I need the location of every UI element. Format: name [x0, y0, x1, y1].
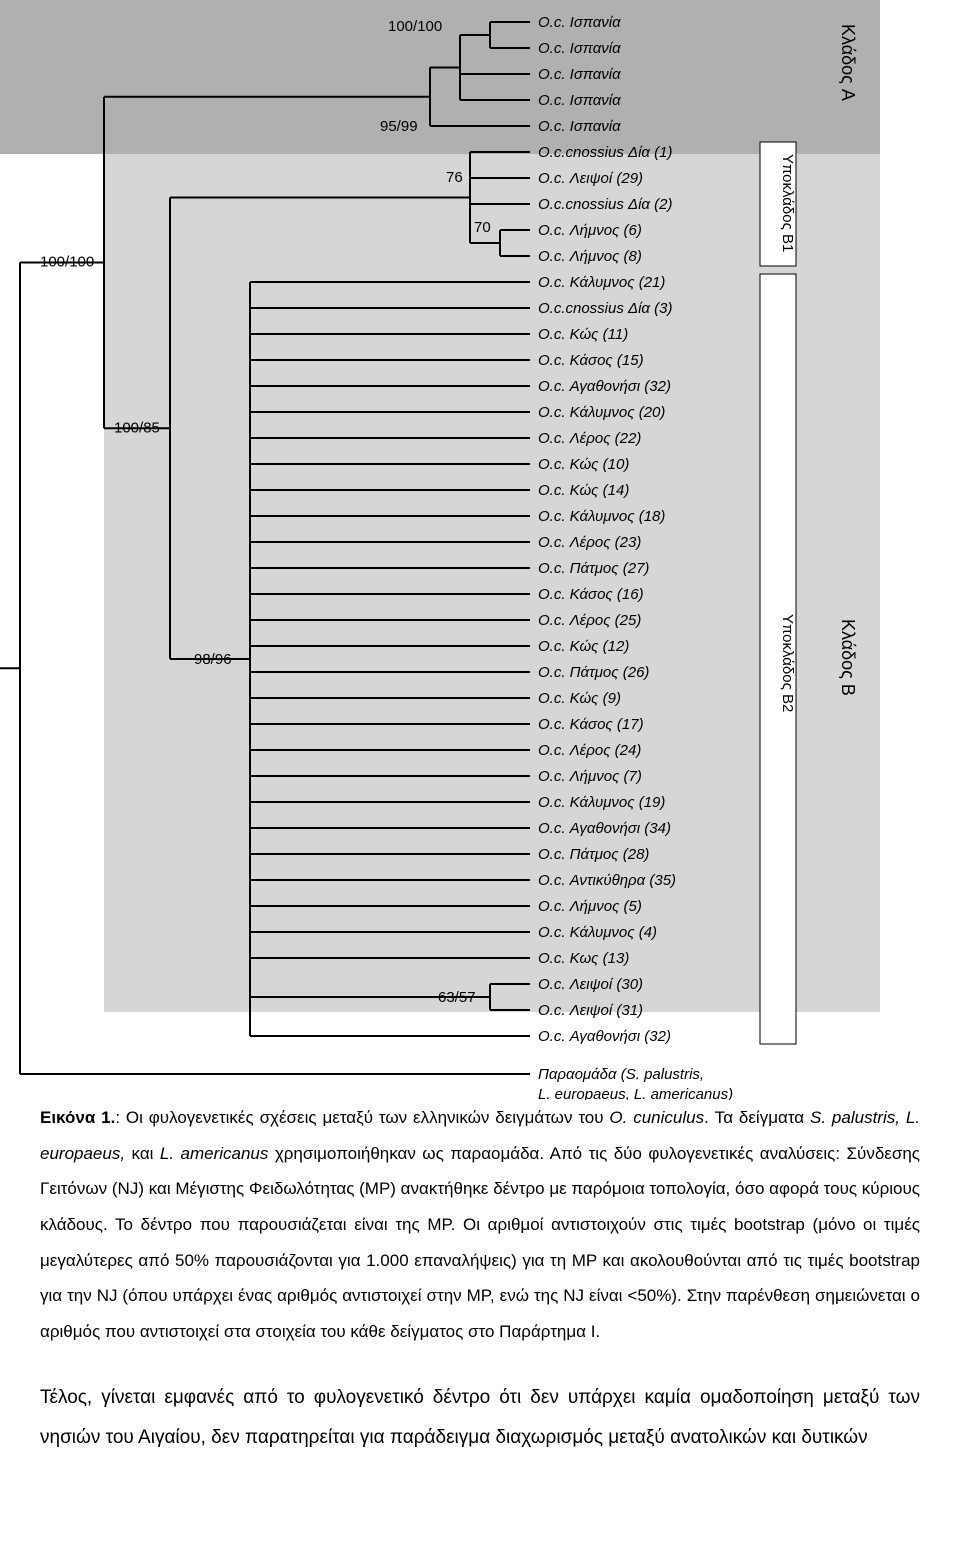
- svg-text:O.c. Ισπανία: O.c. Ισπανία: [538, 92, 621, 109]
- phylo-tree-figure: O.c. Ισπανία O.c. Ισπανία O.c. Ισπανία O.c.…: [0, 0, 960, 1100]
- svg-text:O.c. Κώς (12): O.c. Κώς (12): [538, 638, 629, 655]
- svg-text:O.c. Κάσος (15): O.c. Κάσος (15): [538, 352, 644, 369]
- svg-text:O.c. Λήμνος (5): O.c. Λήμνος (5): [538, 898, 642, 915]
- svg-text:O.c. Λειψοί (30): O.c. Λειψοί (30): [538, 976, 643, 993]
- svg-text:O.c. Πάτμος (28): O.c. Πάτμος (28): [538, 846, 649, 863]
- svg-text:O.c. Κάλυμνος (21): O.c. Κάλυμνος (21): [538, 274, 665, 291]
- svg-text:O.c. Λέρος (25): O.c. Λέρος (25): [538, 612, 641, 629]
- svg-text:O.c. Κώς (9): O.c. Κώς (9): [538, 690, 621, 707]
- svg-text:O.c. Ισπανία: O.c. Ισπανία: [538, 118, 621, 135]
- caption-fignum: Εικόνα 1.: [40, 1108, 115, 1127]
- caption-sp1: O. cuniculus: [609, 1108, 704, 1127]
- caption-sp3: L. americanus: [160, 1144, 269, 1163]
- svg-text:O.c. Κάλυμνος (4): O.c. Κάλυμνος (4): [538, 924, 657, 941]
- svg-text:O.c. Κάσος (16): O.c. Κάσος (16): [538, 586, 644, 603]
- caption-t4: χρησιμοποιήθηκαν ως παραομάδα. Από τις δ…: [40, 1144, 920, 1341]
- caption-t2: . Τα δείγματα: [704, 1108, 810, 1127]
- tree-svg: O.c. Ισπανία O.c. Ισπανία O.c. Ισπανία O.c.…: [0, 0, 960, 1100]
- svg-text:O.c. Πάτμος (27): O.c. Πάτμος (27): [538, 560, 649, 577]
- svg-text:Παραομάδα (S. palustris,: Παραομάδα (S. palustris,: [538, 1066, 704, 1083]
- svg-text:O.c. Κάσος (17): O.c. Κάσος (17): [538, 716, 644, 733]
- svg-text:O.c. Κως (13): O.c. Κως (13): [538, 950, 629, 967]
- svg-text:O.c. Κώς (10): O.c. Κώς (10): [538, 456, 629, 473]
- svg-text:O.c. Αγαθονήσι (32): O.c. Αγαθονήσι (32): [538, 378, 671, 395]
- svg-text:Υποκλάδος B2: Υποκλάδος B2: [779, 614, 796, 712]
- svg-text:O.c. Λειψοί (31): O.c. Λειψοί (31): [538, 1002, 643, 1019]
- svg-text:O.c. Λήμνος (7): O.c. Λήμνος (7): [538, 768, 642, 785]
- svg-text:O.c. Κώς (14): O.c. Κώς (14): [538, 482, 629, 499]
- caption-t3: και: [125, 1144, 160, 1163]
- svg-text:O.c. Κάλυμνος (20): O.c. Κάλυμνος (20): [538, 404, 665, 421]
- svg-text:O.c. Λειψοί (29): O.c. Λειψοί (29): [538, 170, 643, 187]
- svg-text:O.c. Λήμνος (8): O.c. Λήμνος (8): [538, 248, 642, 265]
- svg-text:O.c. Ισπανία: O.c. Ισπανία: [538, 14, 621, 31]
- svg-text:O.c.cnossius Δία (2): O.c.cnossius Δία (2): [538, 196, 672, 213]
- svg-text:O.c. Ισπανία: O.c. Ισπανία: [538, 40, 621, 57]
- svg-text:100/100: 100/100: [388, 18, 442, 35]
- svg-text:O.c. Λήμνος (6): O.c. Λήμνος (6): [538, 222, 642, 239]
- body-paragraph: Τέλος, γίνεται εμφανές από το φυλογενετι…: [0, 1378, 960, 1458]
- svg-text:O.c. Αγαθονήσι (34): O.c. Αγαθονήσι (34): [538, 820, 671, 837]
- svg-text:O.c. Κάλυμνος (19): O.c. Κάλυμνος (19): [538, 794, 665, 811]
- figure-caption: Εικόνα 1.: Οι φυλογενετικές σχέσεις μετα…: [0, 1100, 960, 1350]
- svg-text:O.c. Πάτμος (26): O.c. Πάτμος (26): [538, 664, 649, 681]
- svg-text:O.c.cnossius Δία (1): O.c.cnossius Δία (1): [538, 144, 672, 161]
- svg-text:70: 70: [474, 219, 491, 236]
- svg-text:O.c. Κάλυμνος (18): O.c. Κάλυμνος (18): [538, 508, 665, 525]
- svg-text:O.c. Ισπανία: O.c. Ισπανία: [538, 66, 621, 83]
- svg-text:O.c. Αγαθονήσι (32): O.c. Αγαθονήσι (32): [538, 1028, 671, 1045]
- svg-text:O.c. Λέρος (24): O.c. Λέρος (24): [538, 742, 641, 759]
- svg-text:L. europaeus, L. americanus): L. europaeus, L. americanus): [538, 1086, 733, 1100]
- svg-text:95/99: 95/99: [380, 118, 418, 135]
- svg-text:O.c. Λέρος (22): O.c. Λέρος (22): [538, 430, 641, 447]
- svg-text:Κλάδος B: Κλάδος B: [838, 619, 858, 696]
- svg-text:O.c.cnossius Δία (3): O.c.cnossius Δία (3): [538, 300, 672, 317]
- svg-text:Υποκλάδος B1: Υποκλάδος B1: [779, 154, 796, 252]
- svg-text:O.c. Λέρος (23): O.c. Λέρος (23): [538, 534, 641, 551]
- svg-text:O.c. Κώς (11): O.c. Κώς (11): [538, 326, 628, 343]
- caption-t1: : Οι φυλογενετικές σχέσεις μεταξύ των ελ…: [115, 1108, 609, 1127]
- svg-text:Κλάδος A: Κλάδος A: [838, 24, 858, 101]
- svg-text:O.c. Αντικύθηρα (35): O.c. Αντικύθηρα (35): [538, 872, 676, 889]
- svg-text:76: 76: [446, 169, 463, 186]
